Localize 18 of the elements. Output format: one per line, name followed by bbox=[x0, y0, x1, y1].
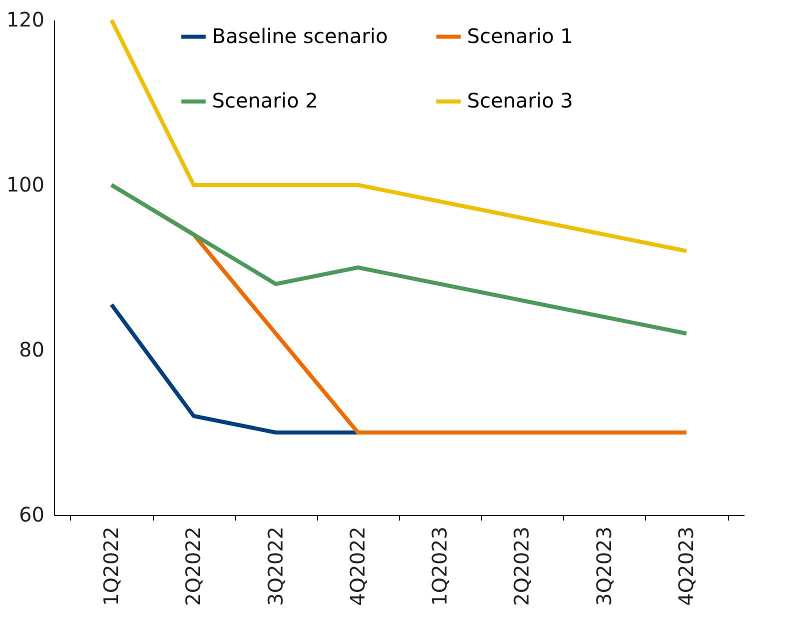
x-tick-label: 4Q2022 bbox=[345, 526, 370, 606]
x-tick-label: 1Q2023 bbox=[428, 526, 452, 606]
line-series bbox=[110, 183, 688, 336]
y-tick-label: 100 bbox=[6, 172, 44, 196]
legend-label: Baseline scenario bbox=[212, 24, 388, 48]
x-tick-label: 4Q2023 bbox=[674, 526, 698, 606]
legend-label: Scenario 1 bbox=[467, 24, 574, 48]
legend-label: Scenario 2 bbox=[212, 88, 318, 112]
line-series bbox=[110, 18, 688, 253]
x-tick-label: 2Q2022 bbox=[181, 526, 206, 606]
x-tick-label: 2Q2023 bbox=[510, 526, 534, 606]
legend-label: Scenario 3 bbox=[467, 88, 574, 112]
y-tick-label: 80 bbox=[19, 338, 44, 362]
x-tick-label: 1Q2022 bbox=[99, 526, 123, 606]
x-tick-label: 3Q2022 bbox=[263, 526, 288, 606]
y-tick-label: 120 bbox=[6, 8, 44, 32]
y-tick-label: 60 bbox=[19, 502, 44, 526]
x-tick-label: 3Q2023 bbox=[592, 526, 616, 606]
